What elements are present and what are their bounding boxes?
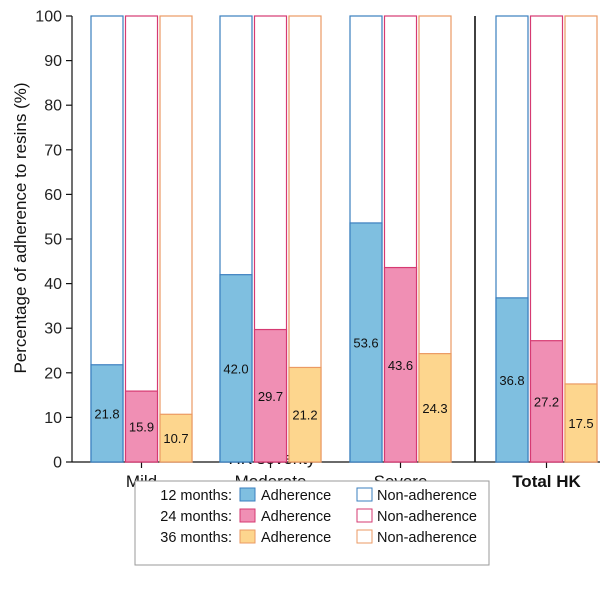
legend-label-non-adherence-12-months: Non-adherence	[377, 488, 477, 504]
legend-label-non-adherence-24-months: Non-adherence	[377, 509, 477, 525]
y-tick-label-20: 20	[44, 365, 62, 382]
legend-swatch-adherence-12-months	[239, 487, 256, 502]
bar-adherence-mild-36-months	[159, 413, 193, 463]
legend-period-36-months: 36 months:	[160, 530, 232, 546]
bar-adherence-total-hk-24-months	[529, 340, 564, 463]
legend-label-adherence-24-months: Adherence	[261, 509, 331, 525]
legend-period-12-months: 12 months:	[160, 488, 232, 504]
legend-label-non-adherence-36-months: Non-adherence	[377, 530, 477, 546]
value-label-moderate-24-months: 29.7	[258, 389, 283, 404]
y-tick-label-70: 70	[44, 142, 62, 159]
legend-label-adherence-12-months: Adherence	[261, 488, 331, 504]
bar-adherence-moderate-36-months	[288, 366, 322, 463]
value-label-total-hk-36-months: 17.5	[568, 416, 593, 431]
bar-adherence-mild-12-months	[90, 364, 124, 463]
legend-swatch-non-adherence-24-months	[356, 508, 373, 523]
legend-label-adherence-36-months: Adherence	[261, 530, 331, 546]
legend-box	[134, 480, 490, 566]
y-tick-label-90: 90	[44, 53, 62, 70]
y-tick-label-100: 100	[35, 9, 62, 26]
value-label-mild-12-months: 21.8	[94, 406, 119, 421]
value-label-mild-36-months: 10.7	[163, 431, 188, 446]
legend-swatch-adherence-36-months	[239, 529, 256, 544]
legend: 12 months: Adherence Non-adherence 24 month…	[134, 480, 490, 566]
y-axis-title: Percentage of adherence to resins (%)	[11, 82, 30, 373]
y-tick-label-80: 80	[44, 98, 62, 115]
bar-adherence-moderate-12-months	[219, 274, 253, 463]
category-label-total-hk: Total HK	[512, 472, 581, 491]
bar-non-adherence-mild-36-months	[159, 15, 193, 463]
legend-swatch-non-adherence-36-months	[356, 529, 373, 544]
value-label-moderate-12-months: 42.0	[223, 361, 248, 376]
bar-adherence-total-hk-12-months	[495, 297, 529, 463]
bar-adherence-moderate-24-months	[253, 328, 288, 463]
value-label-mild-24-months: 15.9	[129, 420, 154, 435]
y-tick-label-10: 10	[44, 410, 62, 427]
bar-adherence-total-hk-36-months	[564, 383, 598, 463]
bar-adherence-mild-24-months	[124, 390, 159, 463]
bars	[90, 15, 598, 463]
value-labels: 21.8 15.9 10.7 42.0 29.7 21.2 53.6 43.6 24.3 36.8…	[94, 335, 593, 446]
legend-swatch-adherence-24-months	[239, 508, 256, 523]
y-tick-label-0: 0	[53, 455, 62, 472]
bar-adherence-severe-24-months	[383, 266, 418, 463]
y-tick-label-30: 30	[44, 321, 62, 338]
bar-adherence-severe-36-months	[418, 353, 452, 463]
value-label-severe-12-months: 53.6	[353, 335, 378, 350]
value-label-severe-24-months: 43.6	[388, 358, 413, 373]
legend-period-24-months: 24 months:	[160, 509, 232, 525]
value-label-moderate-36-months: 21.2	[292, 408, 317, 423]
legend-swatch-non-adherence-12-months	[356, 487, 373, 502]
y-tick-label-50: 50	[44, 232, 62, 249]
y-tick-label-40: 40	[44, 276, 62, 293]
value-label-severe-36-months: 24.3	[422, 401, 447, 416]
bar-adherence-severe-12-months	[349, 222, 383, 463]
value-label-total-hk-12-months: 36.8	[499, 373, 524, 388]
y-tick-label-60: 60	[44, 187, 62, 204]
value-label-total-hk-24-months: 27.2	[534, 394, 559, 409]
